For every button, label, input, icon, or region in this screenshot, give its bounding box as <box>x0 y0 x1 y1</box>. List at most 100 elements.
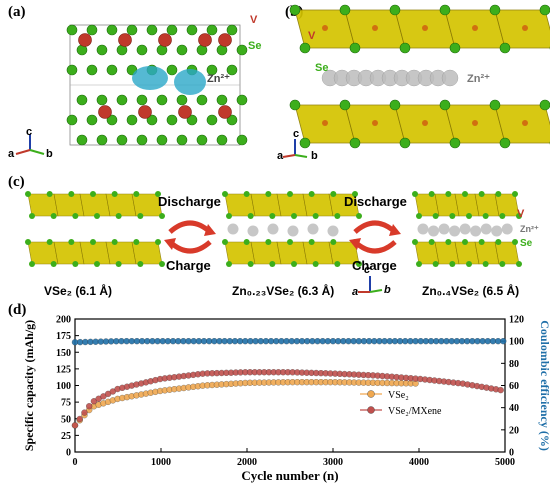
se-atom <box>50 213 57 219</box>
se-atom <box>29 261 35 267</box>
se-atom <box>111 191 118 197</box>
y2-tick-label: 20 <box>509 425 519 436</box>
x-tick-label: 4000 <box>409 457 429 468</box>
x-tick-label: 2000 <box>237 457 257 468</box>
v-atom <box>138 105 152 119</box>
se-atom <box>96 44 108 56</box>
se-atom <box>146 114 158 126</box>
se-atom <box>330 191 337 197</box>
se-atom <box>312 261 319 267</box>
axis-c-b: c <box>293 128 300 140</box>
vse6-octahedron <box>105 193 137 217</box>
vse6-octahedron <box>27 193 59 217</box>
se-atom <box>416 213 422 219</box>
se-atom <box>389 4 401 16</box>
data-point <box>500 338 507 345</box>
se-atom <box>226 114 238 126</box>
se-atom <box>439 4 451 16</box>
se-atom <box>155 191 161 197</box>
se-atom <box>68 191 75 197</box>
v-atom <box>472 120 478 126</box>
y-axis-label: Specific capacity (mAh/g) <box>22 320 36 451</box>
legend-label: VSe₂/MXene <box>388 406 442 417</box>
se-atom <box>166 24 178 36</box>
v-atom <box>372 25 378 31</box>
se-atom <box>516 213 522 219</box>
y-tick-label: 175 <box>56 331 71 342</box>
se-atom <box>265 191 272 197</box>
se-atom <box>462 239 468 245</box>
se-atom <box>516 261 522 267</box>
se-atom <box>136 94 148 106</box>
se-atom <box>94 261 100 267</box>
se-atom <box>299 137 311 149</box>
vse6-octahedron <box>494 241 520 265</box>
axis-b-c: b <box>384 284 391 296</box>
se-atom <box>399 42 411 54</box>
se-atom <box>334 261 341 267</box>
se-atom <box>312 213 319 219</box>
se-atom <box>226 261 232 267</box>
se-atom <box>136 134 148 146</box>
se-atom <box>291 261 297 267</box>
se-atom <box>449 137 461 149</box>
se-atom <box>478 191 485 197</box>
se-atom <box>166 64 178 76</box>
se-atom <box>196 94 208 106</box>
se-atom <box>136 44 148 56</box>
charge-label-2: Charge <box>352 258 397 273</box>
se-atom <box>86 114 98 126</box>
se-atom <box>72 213 79 219</box>
y-tick-label: 100 <box>56 381 71 392</box>
se-atom <box>159 261 165 267</box>
axis-b-a: b <box>46 148 53 160</box>
zn-ion <box>307 223 319 235</box>
se-atom <box>449 42 461 54</box>
se-atom <box>412 191 418 197</box>
se-atom <box>466 213 472 219</box>
se-atom <box>133 191 140 197</box>
vse6-octahedron <box>131 241 163 265</box>
label-v-a: V <box>250 14 258 26</box>
se-atom <box>76 94 88 106</box>
zn-ion <box>287 225 299 237</box>
caption-zn04: Zn₀.₄VSe₂ (6.5 Å) <box>422 284 520 298</box>
axis-a-b: a <box>277 150 284 162</box>
axis-indicator-b <box>282 139 308 158</box>
se-atom <box>349 42 361 54</box>
vse6-octahedron <box>53 241 85 265</box>
se-atom <box>50 261 57 267</box>
panel-b-structure <box>282 4 550 158</box>
panel-b: (b) V Se Zn²⁺ c a b <box>275 0 550 170</box>
v-atom <box>118 33 132 47</box>
se-atom <box>146 24 158 36</box>
vse6-octahedron <box>27 241 59 265</box>
se-atom <box>94 213 100 219</box>
se-atom <box>25 239 31 245</box>
data-point <box>71 422 79 429</box>
se-atom <box>236 134 248 146</box>
zn-ion <box>247 225 259 237</box>
se-atom <box>512 239 518 245</box>
se-atom <box>222 191 228 197</box>
se-atom <box>539 4 550 16</box>
y2-tick-label: 60 <box>509 381 519 392</box>
label-v-b: V <box>308 30 316 42</box>
se-atom <box>116 94 128 106</box>
axis-c-a: c <box>26 126 33 138</box>
vse6-octahedron <box>302 241 334 265</box>
panel-d: (d) 0 1000 2000 3000 4000 5000 0 25 50 75 100 125 15… <box>0 302 550 489</box>
caption-zn023: Zn₀.₂₃VSe₂ (6.3 Å) <box>232 284 335 298</box>
se-atom <box>222 239 228 245</box>
se-atom <box>356 261 362 267</box>
v-atom <box>422 120 428 126</box>
data-point <box>497 386 504 394</box>
y-tick-label: 25 <box>61 431 71 442</box>
panel-c: (c) Discharge Charge Discharge Charge V … <box>0 172 550 302</box>
v-atom <box>78 33 92 47</box>
label-zn-a: Zn²⁺ <box>207 73 230 85</box>
vse6-octahedron <box>276 241 308 265</box>
se-atom <box>176 134 188 146</box>
panel-a-structure <box>15 24 248 155</box>
x-tick-label: 3000 <box>323 457 343 468</box>
